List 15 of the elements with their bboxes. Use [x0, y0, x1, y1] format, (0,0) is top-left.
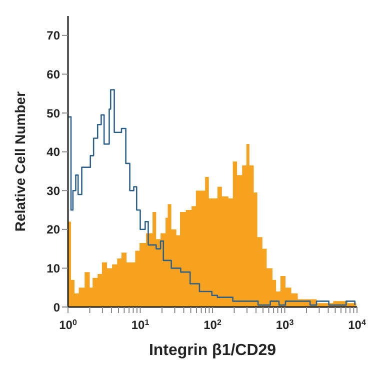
- y-tick-label: 20: [46, 222, 60, 237]
- x-tick-label: 10$^{1}$: [131, 318, 150, 332]
- y-tick-label: 30: [46, 184, 60, 198]
- y-axis-title: Relative Cell Number: [12, 90, 28, 232]
- y-tick-label: 10: [46, 261, 60, 276]
- y-tick-label: 50: [46, 106, 60, 120]
- x-tick-label: 10$^{2}$: [204, 318, 222, 332]
- x-tick-label: 10$^{0}$: [59, 318, 78, 332]
- x-tick-label: 10$^{3}$: [276, 318, 294, 332]
- y-tick-label: 60: [46, 67, 60, 82]
- y-tick-label: 70: [46, 28, 60, 43]
- x-tick-label: 10$^{4}$: [348, 318, 366, 332]
- x-axis-title: Integrin β1/CD29: [148, 342, 276, 359]
- y-tick-label: 40: [46, 145, 60, 160]
- y-tick-label: 0: [53, 300, 60, 314]
